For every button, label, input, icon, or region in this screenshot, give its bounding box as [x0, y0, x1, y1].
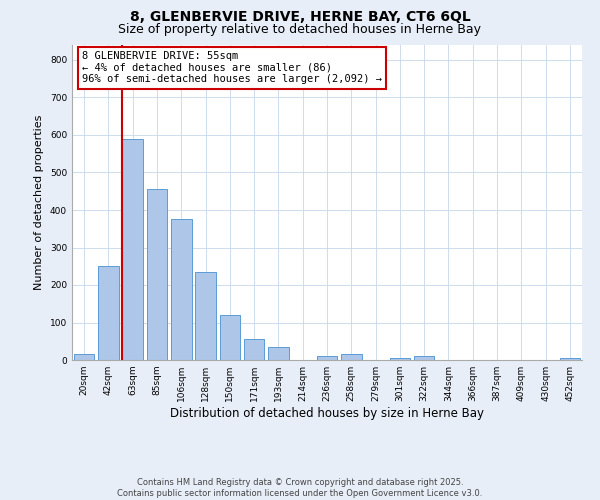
Bar: [268, 347, 289, 360]
Text: 8 GLENBERVIE DRIVE: 55sqm
← 4% of detached houses are smaller (86)
96% of semi-d: 8 GLENBERVIE DRIVE: 55sqm ← 4% of detach…: [82, 52, 382, 84]
Text: 8, GLENBERVIE DRIVE, HERNE BAY, CT6 6QL: 8, GLENBERVIE DRIVE, HERNE BAY, CT6 6QL: [130, 10, 470, 24]
Bar: [389, 358, 410, 360]
Bar: [74, 354, 94, 360]
Bar: [220, 315, 240, 360]
Bar: [414, 356, 434, 360]
X-axis label: Distribution of detached houses by size in Herne Bay: Distribution of detached houses by size …: [170, 407, 484, 420]
Bar: [244, 340, 265, 360]
Bar: [341, 354, 362, 360]
Bar: [560, 358, 580, 360]
Bar: [171, 220, 191, 360]
Bar: [146, 190, 167, 360]
Bar: [98, 266, 119, 360]
Y-axis label: Number of detached properties: Number of detached properties: [34, 115, 44, 290]
Bar: [195, 272, 216, 360]
Bar: [317, 356, 337, 360]
Text: Contains HM Land Registry data © Crown copyright and database right 2025.
Contai: Contains HM Land Registry data © Crown c…: [118, 478, 482, 498]
Text: Size of property relative to detached houses in Herne Bay: Size of property relative to detached ho…: [119, 22, 482, 36]
Bar: [122, 138, 143, 360]
